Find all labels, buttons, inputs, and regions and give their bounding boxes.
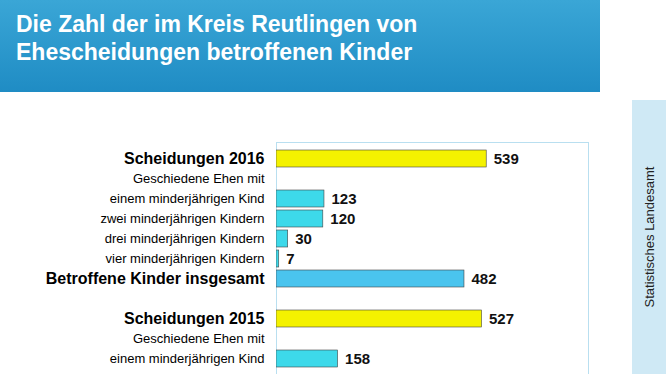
- html-text:Die Zahl der im Kreis Reutling: Die Zahl der im Kreis Reutlingen von Ehe…: [16, 11, 418, 65]
- svg-text:482: 482: [471, 270, 496, 287]
- svg-text:einem minderjährigen Kind: einem minderjährigen Kind: [110, 191, 265, 206]
- svg-text:einem minderjährigen Kind: einem minderjährigen Kind: [110, 351, 265, 366]
- html-text:Statistisches Landesamt: Statistisches Landesamt: [641, 166, 657, 308]
- svg-text:158: 158: [345, 350, 370, 367]
- svg-text:123: 123: [331, 190, 356, 207]
- svg-text:30: 30: [295, 230, 312, 247]
- svg-text:539: 539: [494, 150, 519, 167]
- svg-text:Scheidungen 2015: Scheidungen 2015: [124, 310, 265, 327]
- svg-text:vier minderjährigen Kindern: vier minderjährigen Kindern: [106, 251, 265, 266]
- svg-text:Geschiedene Ehen mit: Geschiedene Ehen mit: [133, 171, 265, 186]
- svg-text:zwei minderjährigen Kindern: zwei minderjährigen Kindern: [100, 211, 264, 226]
- svg-text:120: 120: [330, 210, 355, 227]
- svg-text:Scheidungen 2016: Scheidungen 2016: [124, 150, 265, 167]
- svg-text:drei minderjährigen Kindern: drei minderjährigen Kindern: [105, 231, 265, 246]
- svg-text:7: 7: [286, 250, 294, 267]
- svg-text:Betroffene Kinder insgesamt: Betroffene Kinder insgesamt: [46, 270, 265, 287]
- svg-text:Geschiedene Ehen mit: Geschiedene Ehen mit: [133, 331, 265, 346]
- svg-text:527: 527: [489, 310, 514, 327]
